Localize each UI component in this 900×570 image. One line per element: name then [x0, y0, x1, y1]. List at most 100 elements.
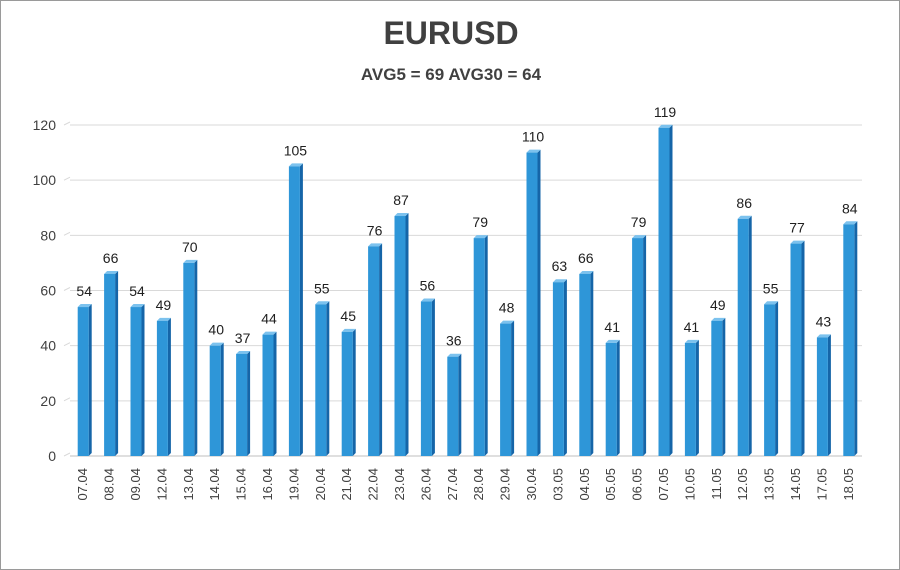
gridline-depth: [63, 397, 71, 402]
data-label: 110: [522, 129, 545, 145]
data-label: 55: [314, 280, 330, 296]
bar-top: [394, 213, 409, 217]
bar-top: [77, 304, 92, 308]
bar-side: [194, 259, 198, 456]
bar-top: [843, 221, 858, 225]
x-tick-label: 19.04: [286, 468, 301, 501]
data-label: 37: [235, 330, 251, 346]
data-label: 40: [208, 322, 224, 338]
data-label: 66: [578, 250, 594, 266]
x-tick-label: 14.04: [207, 468, 222, 501]
y-tick-label: 60: [40, 283, 56, 299]
data-label: 119: [654, 104, 677, 120]
bar: [447, 356, 459, 456]
data-label: 54: [76, 283, 92, 299]
gridline-depth: [63, 121, 71, 126]
data-label: 63: [552, 258, 568, 274]
data-label: 66: [103, 250, 119, 266]
data-label: 87: [393, 192, 409, 208]
data-label: 41: [604, 319, 620, 335]
bar-top: [315, 301, 330, 305]
data-label: 43: [816, 313, 832, 329]
bar-top: [500, 320, 515, 324]
bar-top: [790, 240, 805, 244]
bar: [262, 334, 274, 456]
bar-side: [722, 317, 726, 456]
x-tick-label: 28.04: [471, 468, 486, 501]
y-tick-label: 100: [33, 172, 57, 188]
bar-side: [669, 124, 673, 456]
bar: [473, 238, 485, 456]
bar-side: [352, 328, 356, 456]
data-label: 77: [789, 220, 805, 236]
data-label: 86: [736, 195, 752, 211]
bar-top: [658, 124, 673, 128]
bar: [764, 304, 776, 456]
bar-side: [431, 298, 435, 456]
bar-top: [341, 328, 356, 332]
bar-top: [288, 163, 303, 167]
bar: [341, 331, 353, 456]
bar: [658, 127, 670, 456]
bar: [394, 216, 406, 456]
bar-top: [209, 342, 224, 346]
bar-top: [605, 339, 620, 343]
x-tick-label: 22.04: [366, 468, 381, 501]
bar: [156, 320, 168, 456]
y-tick-label: 120: [33, 117, 57, 133]
bar-top: [156, 317, 171, 321]
x-tick-label: 13.04: [181, 468, 196, 501]
bar: [579, 273, 591, 456]
bar-top: [420, 298, 435, 302]
y-tick-label: 20: [40, 393, 56, 409]
bar: [632, 238, 644, 456]
bar-top: [711, 317, 726, 321]
bar-top: [130, 304, 145, 308]
bar-top: [816, 334, 831, 338]
bar-side: [88, 304, 92, 456]
y-tick-label: 80: [40, 227, 56, 243]
data-label: 54: [129, 283, 145, 299]
data-label: 105: [284, 142, 308, 158]
gridline-depth: [63, 287, 71, 291]
bar-side: [299, 163, 303, 456]
y-tick-label: 40: [40, 338, 56, 354]
bar: [526, 152, 538, 457]
data-label: 49: [156, 297, 172, 313]
data-label: 41: [684, 319, 700, 335]
bar-side: [537, 149, 541, 457]
x-tick-label: 26.04: [418, 468, 433, 501]
x-tick-label: 07.05: [656, 468, 671, 501]
bar-top: [236, 350, 251, 354]
data-label: 45: [340, 308, 356, 324]
bar-side: [827, 334, 831, 456]
data-label: 55: [763, 280, 779, 296]
data-label: 84: [842, 200, 858, 216]
bar-side: [247, 350, 251, 456]
bar-side: [511, 320, 515, 456]
y-tick-label: 0: [48, 448, 56, 464]
x-tick-label: 17.05: [814, 468, 829, 501]
bar-top: [447, 353, 462, 357]
data-label: 48: [499, 300, 515, 316]
bar: [684, 342, 696, 456]
bar: [790, 243, 802, 456]
bar-top: [183, 259, 198, 263]
bar-side: [379, 243, 383, 456]
bar-side: [563, 279, 567, 456]
data-label: 44: [261, 311, 277, 327]
data-label: 49: [710, 297, 726, 313]
x-tick-label: 06.05: [630, 468, 645, 501]
bar: [183, 262, 195, 456]
data-label: 56: [420, 278, 436, 294]
bar: [737, 218, 749, 456]
x-tick-label: 07.04: [75, 468, 90, 501]
bar-top: [262, 331, 277, 335]
bar-top: [764, 301, 779, 305]
bar-side: [590, 270, 594, 456]
bar: [77, 307, 89, 456]
bar-side: [616, 339, 620, 456]
data-label: 79: [631, 214, 647, 230]
x-tick-label: 05.05: [603, 468, 618, 501]
bar-top: [684, 339, 699, 343]
